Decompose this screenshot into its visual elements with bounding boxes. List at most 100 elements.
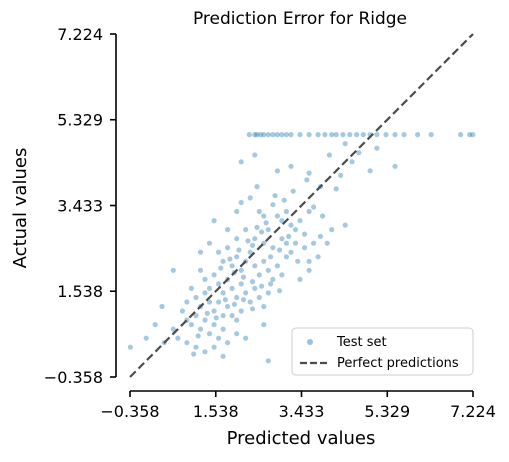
data-point [259, 229, 265, 235]
data-point [220, 258, 226, 264]
data-point [401, 132, 407, 138]
data-point [283, 132, 289, 138]
data-point [297, 132, 303, 138]
data-point [206, 240, 213, 246]
data-point [261, 132, 267, 138]
data-point [238, 267, 244, 273]
data-point [206, 331, 213, 337]
data-point [322, 132, 328, 138]
data-point [249, 306, 256, 312]
data-point [279, 132, 285, 138]
data-point [211, 272, 217, 278]
data-point [202, 317, 208, 323]
data-point [206, 285, 213, 291]
y-tick-label: 5.329 [57, 111, 103, 130]
x-axis-label: Predicted values [227, 428, 376, 449]
data-point [342, 141, 348, 147]
data-point [229, 263, 235, 269]
data-point [265, 227, 271, 233]
data-point [297, 276, 303, 282]
data-point [193, 344, 199, 350]
data-point [231, 301, 237, 307]
data-point [191, 351, 197, 357]
data-point [197, 267, 204, 273]
data-point [311, 204, 317, 210]
data-point [243, 227, 249, 233]
data-point [356, 150, 362, 156]
data-point [467, 132, 473, 138]
data-point [238, 199, 244, 206]
x-tick-label: 3.433 [279, 402, 325, 421]
data-point [279, 236, 285, 242]
data-point [274, 263, 280, 269]
y-tick-label: 1.538 [57, 282, 103, 301]
y-axis-label: Actual values [10, 148, 31, 269]
data-point [265, 132, 271, 138]
data-point [272, 193, 278, 199]
data-point [249, 242, 256, 248]
data-point [211, 322, 217, 328]
data-point [261, 258, 267, 264]
data-point [261, 213, 267, 219]
data-point [392, 132, 398, 138]
data-point [234, 254, 240, 260]
reference-line-layer [129, 33, 474, 378]
data-point [261, 322, 267, 328]
y-tick-label: −0.358 [44, 368, 103, 387]
data-point [216, 299, 222, 305]
data-point [317, 233, 323, 239]
data-point [204, 310, 210, 316]
data-point [220, 290, 226, 296]
data-point [152, 322, 158, 328]
data-point [367, 168, 373, 174]
data-point [246, 132, 252, 138]
data-point [270, 132, 276, 138]
data-point [288, 222, 294, 228]
data-point [383, 132, 389, 138]
data-point [306, 258, 312, 264]
data-point [306, 267, 312, 273]
data-point [216, 335, 222, 341]
legend-label-perfect-predictions: Perfect predictions [337, 356, 459, 371]
legend-box [291, 327, 474, 376]
x-tick-label: 1.538 [193, 402, 239, 421]
data-point [286, 233, 292, 239]
data-point [288, 249, 294, 255]
data-point [315, 254, 321, 260]
data-point [202, 349, 208, 355]
data-point [206, 299, 213, 305]
data-point [222, 297, 228, 303]
data-point [225, 245, 231, 251]
data-point [252, 132, 258, 138]
data-point [238, 281, 244, 287]
data-point [229, 313, 235, 319]
data-point [428, 132, 434, 138]
data-point [349, 159, 355, 165]
data-point [374, 132, 380, 138]
data-point [254, 224, 260, 230]
data-point [338, 172, 344, 178]
data-point [320, 213, 326, 219]
data-point [329, 132, 335, 138]
data-point [175, 335, 181, 341]
data-point [274, 168, 280, 174]
data-point [268, 254, 274, 260]
data-point [159, 303, 165, 310]
chart-title: Prediction Error for Ridge [193, 9, 407, 29]
x-tick-label: −0.358 [100, 402, 159, 421]
data-point [225, 340, 231, 346]
data-point [193, 313, 199, 319]
data-point [292, 227, 299, 233]
data-point [277, 247, 283, 253]
data-point [470, 132, 476, 138]
data-point [256, 208, 262, 215]
data-point [392, 163, 398, 169]
data-point [306, 208, 312, 215]
data-point [324, 240, 330, 246]
data-point [342, 222, 348, 228]
data-point [270, 276, 276, 282]
data-point [184, 340, 190, 346]
data-point [301, 245, 308, 251]
